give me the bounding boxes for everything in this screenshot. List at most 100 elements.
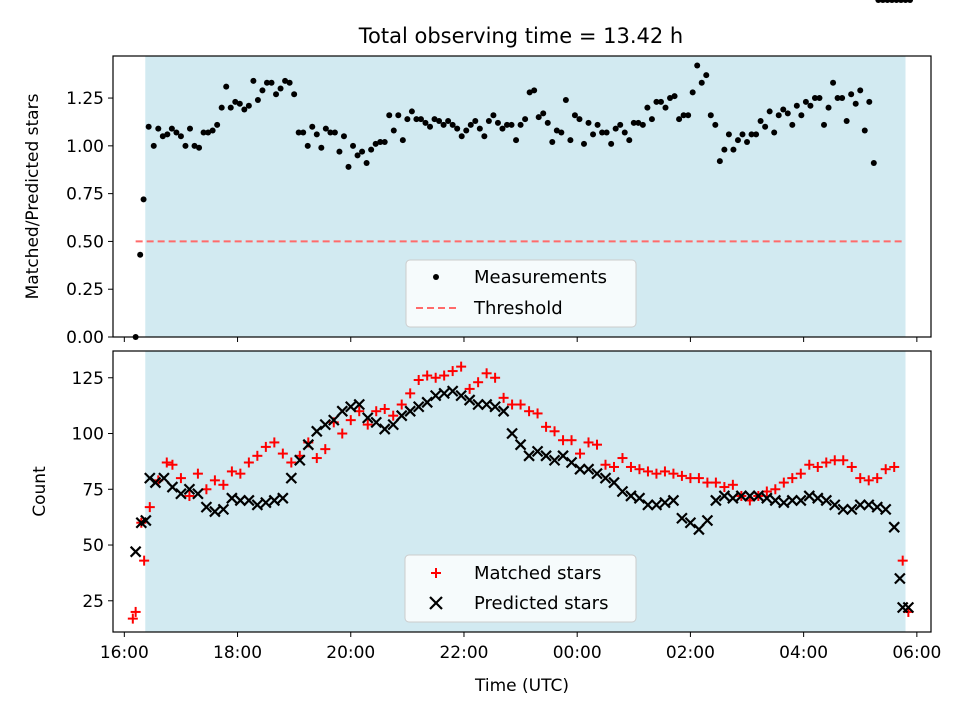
measurement-point — [168, 125, 175, 132]
measurement-point — [300, 129, 307, 136]
measurement-point — [721, 146, 728, 153]
predicted-star-point — [243, 494, 255, 507]
predicted-star-point — [803, 490, 816, 502]
predicted-star-point — [769, 494, 782, 507]
predicted-star-point — [591, 467, 603, 480]
predicted-star-point — [370, 416, 383, 429]
measurement-point — [295, 129, 302, 136]
predicted-star-point — [217, 503, 230, 516]
top-legend: Measurements Threshold — [405, 259, 637, 328]
legend-x-glyph — [429, 596, 443, 610]
measurement-point — [140, 196, 147, 203]
measurement-point — [585, 119, 592, 126]
measurement-point — [644, 104, 651, 111]
measurement-point — [386, 112, 393, 119]
legend-predicted-label: Predicted stars — [474, 593, 608, 614]
matched-star-point — [897, 555, 908, 566]
matched-star-point — [872, 473, 883, 484]
matched-star-point — [812, 461, 823, 472]
matched-star-point — [413, 374, 424, 385]
measurement-point — [214, 121, 221, 128]
predicted-star-point — [506, 427, 518, 440]
matched-star-point — [209, 475, 220, 486]
measurement-point — [535, 114, 542, 121]
measurement-point — [304, 142, 311, 149]
matched-star-point — [515, 399, 526, 410]
measurement-point — [626, 137, 633, 144]
measurement-point — [562, 96, 569, 103]
predicted-star-point — [336, 405, 349, 417]
measurement-point — [725, 131, 732, 138]
matched-star-point — [130, 606, 141, 617]
measurement-point — [236, 100, 243, 107]
predicted-star-point — [192, 487, 204, 500]
matched-star-point — [473, 377, 484, 388]
predicted-star-point — [489, 400, 501, 413]
top-y-tick-label: 1.00 — [66, 137, 104, 157]
measurement-point — [476, 125, 483, 132]
measurement-point — [617, 121, 624, 128]
predicted-star-point — [183, 483, 196, 496]
predicted-star-point — [421, 396, 433, 409]
measurement-point — [716, 158, 723, 165]
measurement-point — [218, 104, 225, 111]
predicted-star-point — [650, 499, 663, 511]
predicted-star-point — [642, 499, 654, 511]
matched-star-point — [685, 473, 696, 484]
measurement-point — [657, 98, 664, 105]
bottom-y-axis-ticks: 25 50 75 100 125 — [72, 369, 113, 612]
measurement-point — [241, 106, 248, 113]
measurement-point — [245, 102, 252, 109]
measurement-point — [852, 100, 859, 107]
matched-star-point — [430, 372, 441, 383]
predicted-star-point — [463, 394, 476, 406]
predicted-star-point — [268, 494, 281, 507]
measurement-point — [544, 119, 551, 126]
matched-star-point — [676, 470, 687, 481]
measurement-point — [431, 116, 438, 123]
measurement-point — [630, 119, 637, 126]
measurement-point — [508, 121, 515, 128]
matched-star-point — [311, 453, 322, 464]
predicted-star-point — [582, 463, 595, 475]
measurement-point — [549, 139, 556, 146]
matched-star-point — [388, 410, 399, 421]
predicted-star-point — [633, 492, 646, 504]
matched-star-point — [464, 383, 475, 394]
measurement-point — [336, 148, 343, 155]
matched-star-point — [787, 473, 798, 484]
measurement-point — [594, 121, 601, 128]
predicted-star-point — [888, 521, 900, 533]
measurement-point — [503, 121, 510, 128]
measurement-point — [200, 129, 207, 136]
predicted-star-point — [693, 523, 705, 536]
matched-star-point — [277, 448, 288, 459]
predicted-stars-points — [129, 385, 915, 614]
predicted-star-point — [378, 423, 391, 435]
measurement-point — [250, 77, 257, 84]
measurement-point — [485, 117, 492, 124]
bottom-y-tick-label: 100 — [72, 425, 104, 445]
predicted-star-point — [752, 490, 765, 502]
predicted-star-point — [523, 450, 535, 462]
matched-star-point — [770, 484, 781, 495]
measurement-point — [522, 116, 529, 123]
measurement-point — [757, 117, 764, 124]
predicted-star-point — [446, 385, 459, 397]
measurement-point — [567, 137, 574, 144]
matched-star-point — [583, 437, 594, 448]
measurement-point — [517, 121, 524, 128]
measurement-point — [784, 110, 791, 117]
measurement-point — [816, 95, 823, 102]
matched-star-point — [422, 370, 433, 381]
measurement-point — [186, 125, 193, 132]
predicted-star-point — [574, 463, 586, 475]
predicted-star-point — [812, 492, 824, 504]
predicted-star-point — [684, 516, 697, 529]
predicted-star-point — [820, 494, 833, 507]
measurement-point — [359, 148, 366, 155]
matched-star-point — [880, 464, 891, 475]
measurement-point — [707, 112, 714, 119]
measurement-point — [159, 133, 166, 140]
